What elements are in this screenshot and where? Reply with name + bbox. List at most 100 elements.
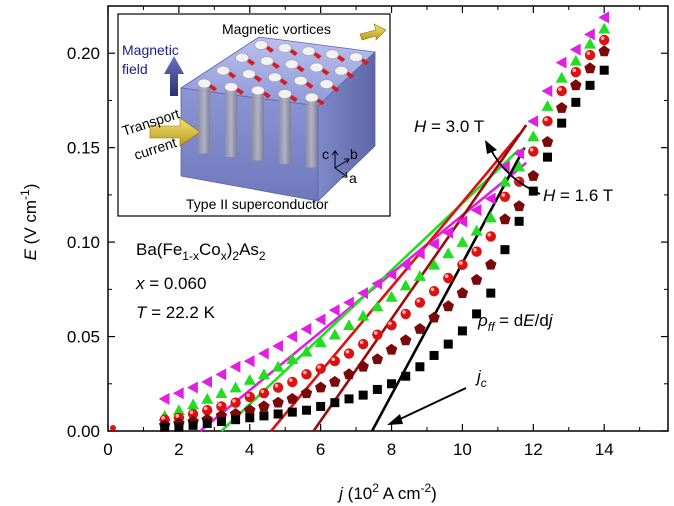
data-point — [172, 387, 184, 400]
data-point — [541, 100, 554, 111]
data-point-highlight — [501, 193, 506, 197]
data-point — [541, 85, 553, 97]
data-point — [442, 226, 454, 239]
data-point — [372, 384, 382, 394]
data-point-highlight — [572, 68, 577, 73]
vortex-cylinder — [278, 93, 291, 164]
vortex-cylinder — [198, 83, 211, 154]
data-point — [528, 146, 539, 157]
data-point — [557, 118, 567, 128]
data-point — [514, 216, 524, 226]
data-point — [428, 286, 440, 297]
data-point — [443, 272, 454, 284]
data-point — [330, 398, 340, 408]
vortex-force-arrow — [331, 85, 340, 93]
transport-arrow-left — [149, 117, 201, 147]
vortex-force-arrow — [228, 71, 237, 79]
y-tick-label: 0.00 — [67, 422, 100, 441]
data-point — [429, 350, 439, 360]
data-point — [387, 379, 397, 389]
data-point — [272, 382, 284, 393]
field-low-label: H = 1.6 T — [543, 186, 613, 205]
vortex-force-arrow — [313, 52, 322, 60]
data-point — [598, 11, 610, 24]
data-point — [499, 191, 511, 202]
data-point-highlight — [303, 370, 307, 375]
data-points — [158, 11, 611, 432]
data-point — [215, 387, 228, 399]
x-tick-label: 2 — [174, 440, 183, 459]
data-point — [202, 418, 212, 428]
data-point — [569, 54, 582, 66]
data-point — [244, 391, 255, 403]
data-point — [357, 360, 369, 372]
data-point — [272, 360, 285, 372]
data-point — [314, 313, 326, 326]
data-point — [498, 175, 511, 187]
data-point — [486, 288, 496, 298]
data-point — [371, 277, 383, 290]
data-point — [357, 287, 368, 300]
data-point — [286, 330, 298, 343]
axis-ticks — [107, 5, 668, 432]
data-point — [343, 296, 354, 309]
data-point-highlight — [288, 378, 293, 382]
data-point-highlight — [260, 389, 265, 394]
vortex-top — [251, 85, 265, 96]
data-point — [357, 338, 369, 350]
x-tick-label: 4 — [245, 440, 254, 459]
vortex-top — [319, 79, 334, 89]
data-point — [357, 309, 370, 321]
data-point — [542, 152, 552, 162]
data-point — [498, 160, 510, 173]
data-point-highlight — [203, 406, 208, 411]
data-point-highlight — [444, 274, 449, 279]
temperature-label: T = 22.2 K — [136, 303, 216, 322]
data-point — [158, 392, 170, 405]
data-point — [527, 115, 539, 128]
axis-c-label: c — [322, 146, 329, 162]
data-point — [571, 97, 581, 107]
data-point — [160, 422, 170, 432]
field-arrow — [489, 147, 541, 195]
x-tick-label: 12 — [524, 440, 543, 459]
data-point — [585, 80, 595, 90]
magnetic-field-label-1: Magnetic — [122, 42, 179, 58]
data-point-highlight — [373, 331, 378, 335]
data-point — [328, 304, 340, 317]
data-point-highlight — [218, 402, 222, 407]
data-point — [329, 355, 341, 367]
vortex-cylinders — [198, 83, 318, 168]
data-point-highlight — [317, 365, 321, 369]
data-point — [314, 336, 327, 348]
magnetic-vortices-label: Magnetic vortices — [222, 21, 331, 37]
x-tick-label: 10 — [453, 440, 472, 459]
x-tick-label: 0 — [103, 440, 112, 459]
data-point-highlight — [232, 399, 236, 403]
vortex-top — [278, 89, 292, 99]
data-point-highlight — [402, 310, 406, 314]
y-tick-labels: 0.00 0.05 0.10 0.15 0.20 — [67, 44, 100, 441]
data-point — [399, 279, 412, 291]
critical-current-arrowhead — [387, 414, 403, 425]
data-point — [457, 259, 468, 270]
vortex-top — [197, 78, 211, 89]
x-tick-label: 14 — [595, 440, 614, 459]
data-point — [442, 300, 454, 312]
data-point — [484, 192, 496, 205]
x-axis-label: j (102 A cm-2) — [337, 481, 437, 503]
data-point — [229, 360, 241, 373]
data-point — [188, 420, 198, 430]
y-tick-label: 0.10 — [67, 233, 100, 252]
data-point — [428, 311, 440, 323]
axis-b-label: b — [350, 146, 358, 162]
fit-line — [270, 133, 521, 432]
data-point — [243, 374, 256, 385]
data-point — [215, 368, 227, 381]
data-point — [243, 355, 255, 368]
vortex-force-arrow — [296, 65, 305, 73]
vortex-force-arrow — [346, 71, 355, 79]
data-point — [216, 417, 226, 427]
y-tick-label: 0.05 — [67, 328, 100, 347]
crystal-axes — [331, 150, 350, 178]
